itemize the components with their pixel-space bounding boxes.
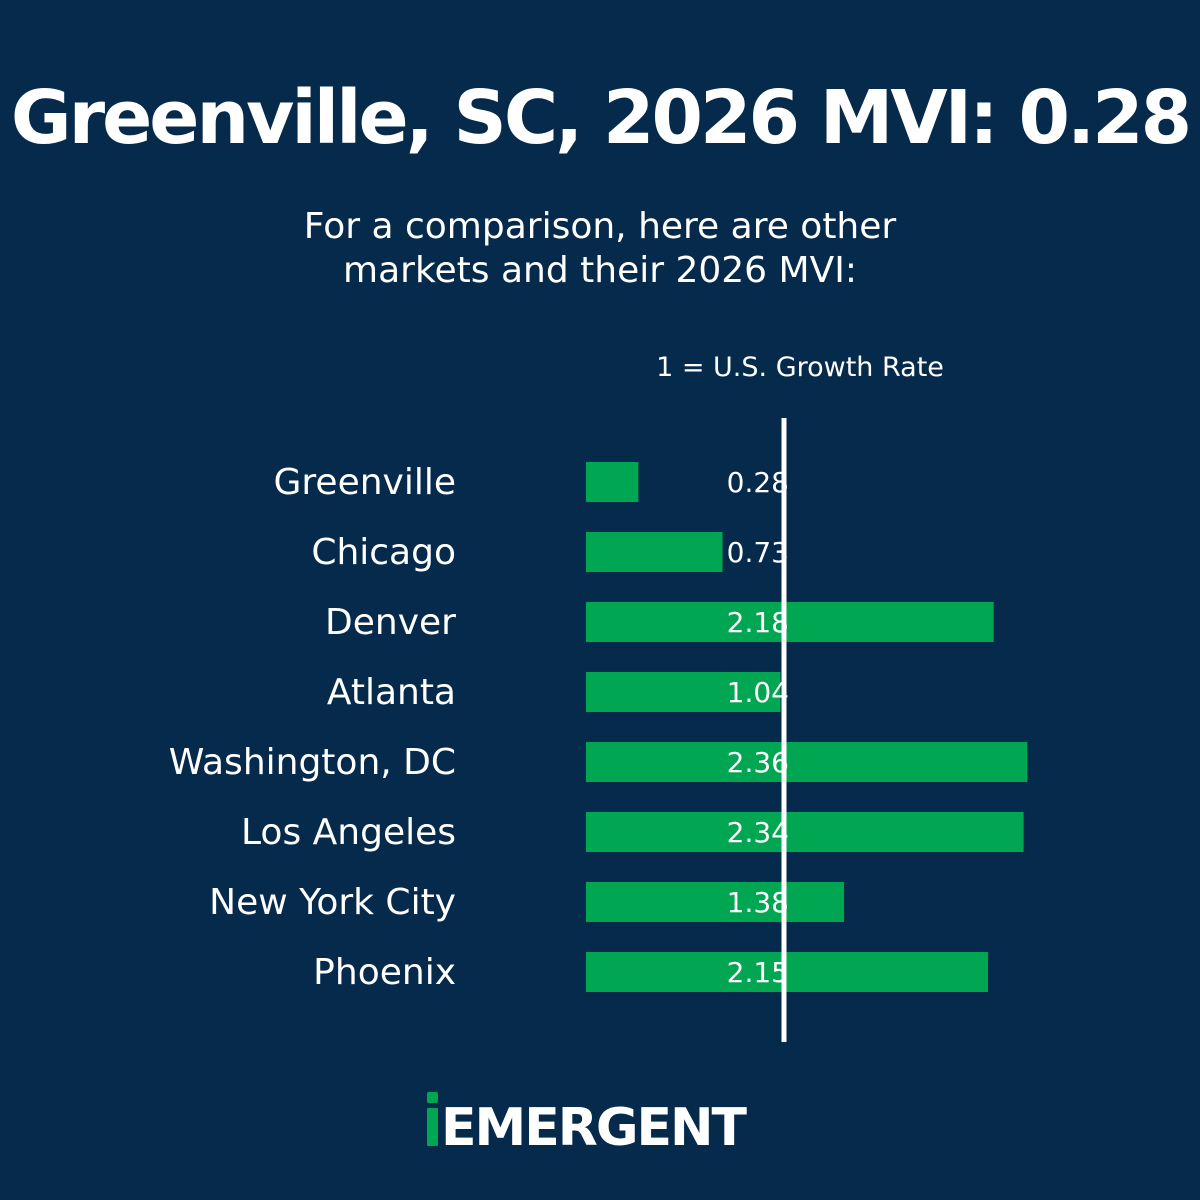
bar-denver (586, 602, 994, 642)
chart-subtitle: For a comparison, here are other markets… (0, 205, 1200, 293)
data-label: 0.28 (727, 466, 789, 499)
bar-phoenix (586, 952, 989, 992)
category-label: Chicago (311, 532, 456, 573)
logo-i-dot (427, 1092, 438, 1103)
category-label: Greenville (274, 462, 456, 503)
data-label: 0.73 (727, 536, 789, 569)
data-label: 2.34 (727, 816, 789, 849)
logo-i-stem (427, 1108, 438, 1146)
bar-greenville (586, 462, 639, 502)
chart-title: Greenville, SC, 2026 MVI: 0.28 (10, 75, 1192, 161)
data-label: 1.38 (727, 886, 789, 919)
data-label: 1.04 (727, 676, 789, 709)
iemergent-logo: EMERGENT (427, 1092, 750, 1158)
category-label: Denver (325, 602, 456, 643)
bar-new-york-city (586, 882, 845, 922)
category-label: Phoenix (313, 952, 456, 993)
bar-washington-dc (586, 742, 1028, 782)
bar-chicago (586, 532, 723, 572)
bar-los-angeles (586, 812, 1024, 852)
data-label: 2.36 (727, 746, 789, 779)
logo-wordmark: EMERGENT (441, 1098, 748, 1158)
subtitle-line-1: For a comparison, here are other (303, 206, 897, 247)
category-label: New York City (209, 882, 456, 923)
category-label: Atlanta (327, 672, 456, 713)
bar-atlanta (586, 672, 781, 712)
data-label: 2.15 (727, 956, 789, 989)
data-label: 2.18 (727, 606, 789, 639)
category-label: Los Angeles (241, 812, 456, 853)
reference-line-label: 1 = U.S. Growth Rate (656, 352, 944, 383)
subtitle-line-2: markets and their 2026 MVI: (343, 250, 857, 291)
category-label: Washington, DC (169, 742, 456, 783)
